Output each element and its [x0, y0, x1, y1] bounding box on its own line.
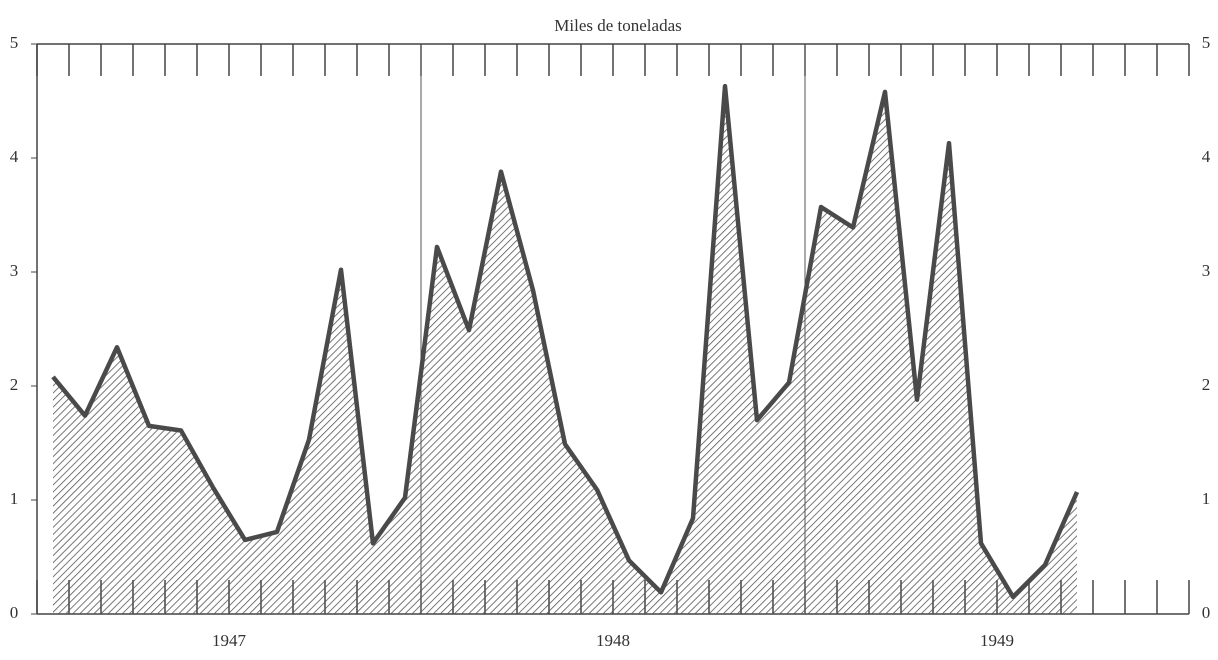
y-tick-label: 5	[10, 33, 19, 52]
y2-tick-label: 5	[1202, 33, 1211, 52]
y-tick-label: 4	[10, 147, 19, 166]
y2-tick-label: 4	[1202, 147, 1211, 166]
year-label: 1949	[980, 631, 1014, 650]
chart-title: Miles de toneladas	[554, 16, 681, 35]
y2-tick-label: 2	[1202, 375, 1211, 394]
y2-tick-label: 1	[1202, 489, 1211, 508]
year-label: 1948	[596, 631, 630, 650]
y-tick-label: 1	[10, 489, 19, 508]
y-tick-label: 3	[10, 261, 19, 280]
y2-tick-label: 3	[1202, 261, 1211, 280]
y2-tick-label: 0	[1202, 603, 1211, 622]
y-tick-label: 0	[10, 603, 19, 622]
year-label: 1947	[212, 631, 247, 650]
y-tick-label: 2	[10, 375, 19, 394]
line	[51, 83, 1080, 600]
